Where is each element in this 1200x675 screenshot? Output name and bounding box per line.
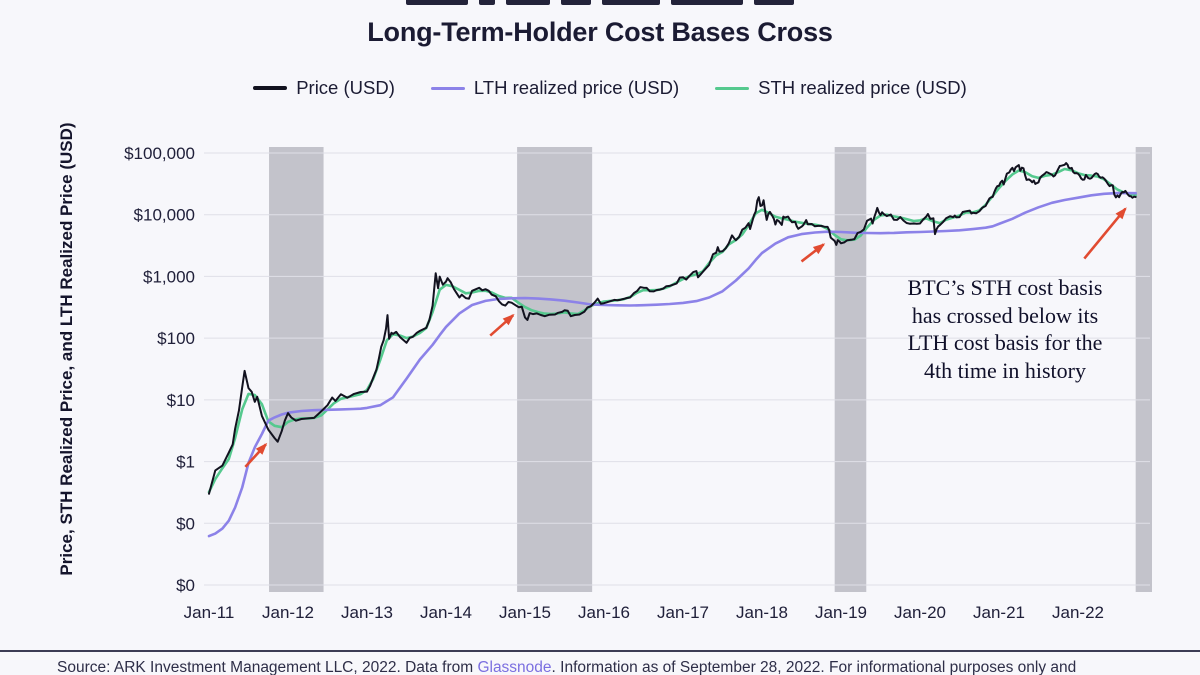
- y-axis-title: Price, STH Realized Price, and LTH Reali…: [57, 122, 76, 576]
- y-tick-label: $1,000: [143, 267, 195, 286]
- x-tick-label: Jan-17: [657, 603, 709, 622]
- x-tick-label: Jan-16: [578, 603, 630, 622]
- cross-arrow: [244, 443, 267, 468]
- legend-item-lth: LTH realized price (USD): [430, 77, 680, 99]
- lth-line-swatch: [430, 86, 465, 90]
- chart-annotation: BTC’s STH cost basis has crossed below i…: [907, 275, 1103, 384]
- page-title: Long-Term-Holder Cost Bases Cross: [367, 17, 833, 47]
- cost-basis-cross-band: [269, 147, 324, 592]
- source-text-suffix: . Information as of September 28, 2022. …: [551, 659, 1077, 675]
- x-tick-label: Jan-18: [736, 603, 788, 622]
- cross-arrow-head: [1115, 207, 1127, 220]
- y-tick-label: $10,000: [134, 206, 195, 225]
- cross-arrow: [800, 243, 825, 263]
- chart-legend: Price (USD) LTH realized price (USD) STH…: [110, 77, 1110, 99]
- x-tick-label: Jan-14: [420, 603, 472, 622]
- y-tick-label: $0: [176, 514, 195, 533]
- cost-basis-cross-band: [517, 147, 593, 592]
- legend-label-lth: LTH realized price (USD): [473, 77, 680, 98]
- legend-label-sth: STH realized price (USD): [758, 77, 967, 98]
- x-tick-label: Jan-11: [184, 603, 235, 622]
- legend-label-price: Price (USD): [296, 77, 395, 98]
- x-tick-label: Jan-15: [499, 603, 551, 622]
- legend-item-sth: STH realized price (USD): [715, 77, 967, 99]
- cross-arrow: [489, 314, 515, 337]
- x-tick-label: Jan-20: [894, 603, 946, 622]
- y-tick-label: $100: [157, 329, 195, 348]
- y-tick-label: $0: [176, 576, 195, 595]
- price-line-swatch: [253, 86, 288, 90]
- source-note: Source: ARK Investment Management LLC, 2…: [0, 650, 1200, 675]
- x-tick-label: Jan-13: [341, 603, 393, 622]
- glassnode-link[interactable]: Glassnode: [477, 659, 552, 675]
- legend-item-price: Price (USD): [253, 77, 395, 99]
- y-tick-label: $100,000: [124, 144, 195, 163]
- x-tick-label: Jan-19: [815, 603, 867, 622]
- sth-line-swatch: [715, 86, 750, 90]
- cross-arrow: [1083, 207, 1127, 260]
- cross-arrow-head: [812, 243, 826, 255]
- source-text-prefix: Source: ARK Investment Management LLC, 2…: [57, 659, 478, 675]
- x-tick-label: Jan-22: [1052, 603, 1104, 622]
- cross-arrow-head: [502, 313, 515, 326]
- x-tick-label: Jan-21: [973, 603, 1025, 622]
- y-tick-label: $10: [167, 391, 195, 410]
- y-tick-label: $1: [176, 453, 195, 472]
- cross-arrow-head: [255, 442, 268, 455]
- x-tick-label: Jan-12: [262, 603, 314, 622]
- cropped-header-remnant: [0, 0, 1200, 5]
